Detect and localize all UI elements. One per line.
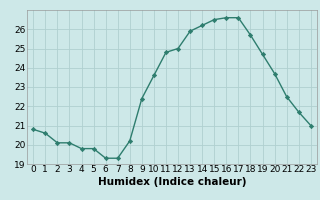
- X-axis label: Humidex (Indice chaleur): Humidex (Indice chaleur): [98, 177, 246, 187]
